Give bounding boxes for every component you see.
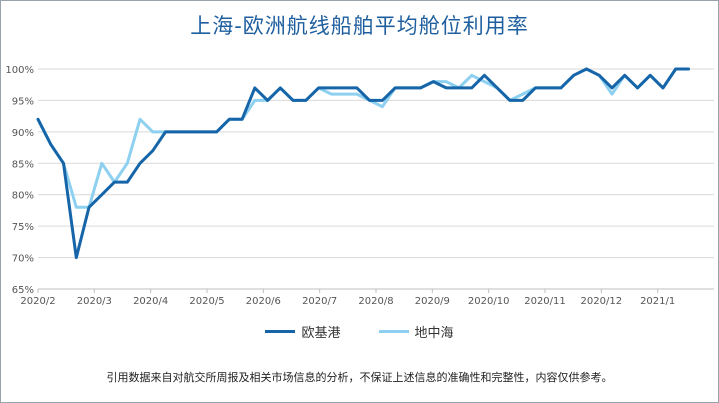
legend-item-series-0: 欧基港 bbox=[265, 322, 341, 341]
x-tick-label: 2020/7 bbox=[302, 296, 337, 307]
chart-legend: 欧基港 地中海 bbox=[0, 322, 719, 341]
footnote: 引用数据来自对航交所周报及相关市场信息的分析，不保证上述信息的准确性和完整性，内… bbox=[106, 371, 613, 384]
x-tick-label: 2020/2 bbox=[20, 296, 55, 307]
series-line-0 bbox=[36, 67, 690, 260]
series-line-1 bbox=[36, 67, 690, 209]
chart-title: 上海-欧洲航线船舶平均舱位利用率 bbox=[190, 14, 529, 38]
y-tick-label: 70% bbox=[12, 254, 34, 265]
legend-label-1: 地中海 bbox=[414, 326, 454, 341]
y-axis-ticks: 65% 70% 75% 80% 85% 90% 95% 100% bbox=[5, 65, 34, 296]
legend-label-0: 欧基港 bbox=[301, 326, 341, 341]
x-tick-label: 2020/10 bbox=[468, 296, 510, 307]
x-tick-label: 2021/1 bbox=[640, 296, 675, 307]
y-tick-label: 85% bbox=[12, 159, 34, 170]
y-tick-label: 95% bbox=[12, 96, 34, 107]
legend-item-series-1: 地中海 bbox=[378, 322, 454, 341]
x-tick-label: 2020/8 bbox=[358, 296, 393, 307]
legend-swatch-1 bbox=[378, 330, 409, 333]
x-tick-label: 2020/9 bbox=[415, 296, 450, 307]
x-tick-label: 2020/11 bbox=[524, 296, 566, 307]
y-tick-label: 65% bbox=[12, 285, 34, 296]
x-tick-label: 2020/6 bbox=[246, 296, 281, 307]
series-layer bbox=[36, 67, 690, 260]
x-tick-label: 2020/5 bbox=[189, 296, 224, 307]
y-tick-label: 75% bbox=[12, 222, 34, 233]
y-tick-label: 80% bbox=[12, 191, 34, 202]
x-tick-label: 2020/3 bbox=[77, 296, 112, 307]
y-tick-label: 100% bbox=[5, 65, 34, 76]
legend-swatch-0 bbox=[265, 330, 296, 333]
y-tick-label: 90% bbox=[12, 128, 34, 139]
x-tick-label: 2020/4 bbox=[133, 296, 168, 307]
x-tick-label: 2020/12 bbox=[581, 296, 623, 307]
x-axis-ticks: 2020/2 2020/3 2020/4 2020/5 2020/6 2020/7 2020… bbox=[20, 289, 675, 307]
